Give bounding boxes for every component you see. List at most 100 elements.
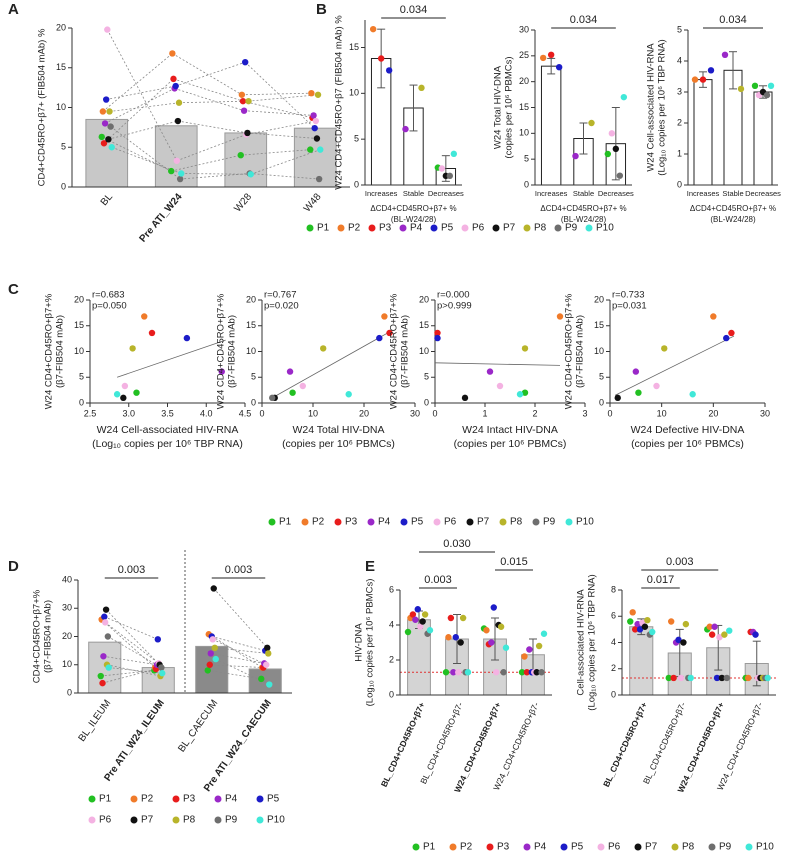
- data-point: [521, 389, 529, 396]
- data-point: [173, 157, 181, 164]
- data-point: [241, 58, 249, 66]
- y-axis-label: (Log₁₀ copies per 10⁶ TBP RNA): [657, 39, 668, 175]
- y-tick-label: 0: [424, 397, 429, 407]
- x-tick-label: Increases: [687, 189, 720, 198]
- pair-line: [175, 61, 246, 87]
- data-point: [178, 170, 185, 177]
- pair-line: [103, 655, 157, 666]
- data-point: [535, 642, 543, 650]
- y-tick-label: 6: [389, 584, 394, 594]
- x-axis-label: W24 Defective HIV-DNA: [631, 424, 745, 436]
- x-tick-label: 30: [760, 408, 770, 418]
- data-point: [631, 626, 639, 633]
- legend-swatch: [412, 843, 420, 851]
- legend-swatch: [597, 843, 605, 851]
- data-point: [102, 96, 110, 103]
- data-point: [723, 674, 731, 682]
- y-tick-label: 15: [519, 102, 529, 112]
- data-point: [641, 623, 649, 630]
- legend-label: P3: [183, 794, 196, 805]
- bar: [224, 132, 268, 188]
- x-tick-label: Pre ATI_W24: [138, 191, 185, 244]
- data-point: [526, 646, 533, 653]
- bar: [693, 79, 713, 186]
- data-point: [483, 627, 490, 634]
- legend-label: P10: [267, 815, 285, 826]
- data-point: [438, 165, 446, 172]
- data-point: [635, 389, 642, 396]
- y-tick-label: 15: [419, 320, 429, 330]
- data-point: [533, 669, 540, 676]
- legend-swatch: [466, 518, 474, 526]
- data-point: [442, 669, 450, 676]
- y-axis-label: W24 Cell-associated HIV-RNA: [646, 43, 657, 172]
- y-axis-label: W24 CD4+CD45RO+β7+%: [389, 293, 400, 409]
- data-point: [311, 124, 318, 132]
- y-tick-label: 0: [611, 689, 616, 699]
- data-point: [101, 613, 108, 620]
- legend-label: P9: [565, 223, 578, 234]
- x-tick-label: Stable: [573, 189, 594, 198]
- legend-label: P4: [534, 842, 547, 853]
- legend-swatch: [708, 843, 716, 851]
- legend-label: P1: [317, 223, 330, 234]
- p-value: 0.015: [500, 556, 528, 568]
- y-axis-label: W24 Total HIV-DNA: [493, 65, 504, 149]
- p-value: 0.003: [118, 564, 146, 576]
- p-value: 0.003: [424, 574, 452, 586]
- legend-swatch: [671, 843, 679, 851]
- pair-line: [101, 136, 172, 172]
- x-tick-label: Stable: [403, 189, 424, 198]
- x-axis-label: ΔCD4+CD45RO+β7+ %: [690, 204, 776, 213]
- fit-line: [272, 331, 390, 399]
- data-point: [426, 627, 434, 634]
- y-axis-label: (β7-FIB504 mAb): [575, 315, 586, 388]
- legend-label: P10: [596, 223, 614, 234]
- legend-swatch: [256, 795, 264, 803]
- panel-label: A: [8, 1, 19, 18]
- data-point: [726, 627, 733, 634]
- bar: [141, 667, 175, 694]
- data-point: [716, 634, 723, 641]
- data-point: [286, 368, 294, 375]
- data-point: [490, 604, 497, 611]
- data-point: [218, 368, 225, 375]
- panel-label: B: [316, 1, 327, 18]
- data-point: [680, 639, 687, 646]
- legend-label: P3: [497, 842, 510, 853]
- x-axis-label: (BL-W24/28): [710, 215, 756, 224]
- data-point: [547, 51, 555, 58]
- fit-line: [614, 335, 735, 396]
- pair-line: [173, 78, 244, 102]
- data-point: [706, 623, 713, 630]
- data-point: [211, 644, 218, 651]
- legend-swatch: [461, 224, 469, 232]
- p-value: 0.034: [570, 14, 598, 26]
- data-point: [100, 140, 108, 147]
- data-point: [159, 670, 166, 677]
- data-point: [206, 661, 213, 668]
- legend-label: P2: [460, 842, 473, 853]
- data-point: [105, 664, 112, 671]
- data-point: [175, 99, 183, 106]
- data-point: [691, 76, 699, 83]
- data-point: [176, 175, 184, 183]
- data-point: [667, 618, 675, 625]
- y-tick-label: 2: [677, 117, 682, 127]
- legend-swatch: [214, 795, 222, 803]
- p-value: 0.003: [666, 556, 694, 568]
- x-tick-label: Decreases: [745, 189, 781, 198]
- pair-line: [106, 29, 178, 161]
- legend-swatch: [565, 518, 573, 526]
- x-axis-label: (copies per 10⁶ PBMCs): [282, 438, 395, 450]
- data-point: [486, 368, 494, 375]
- x-axis-label: W24 Cell-associated HIV-RNA: [97, 424, 239, 436]
- data-point: [446, 172, 454, 180]
- data-point: [723, 334, 730, 342]
- x-axis-label: ΔCD4+CD45RO+β7+ %: [540, 204, 626, 213]
- y-axis-label: Cell-associated HIV-RNA: [576, 589, 587, 696]
- x-tick-label: W48: [302, 191, 324, 214]
- data-point: [108, 144, 115, 151]
- y-tick-label: 10: [74, 346, 84, 356]
- data-point: [312, 117, 320, 125]
